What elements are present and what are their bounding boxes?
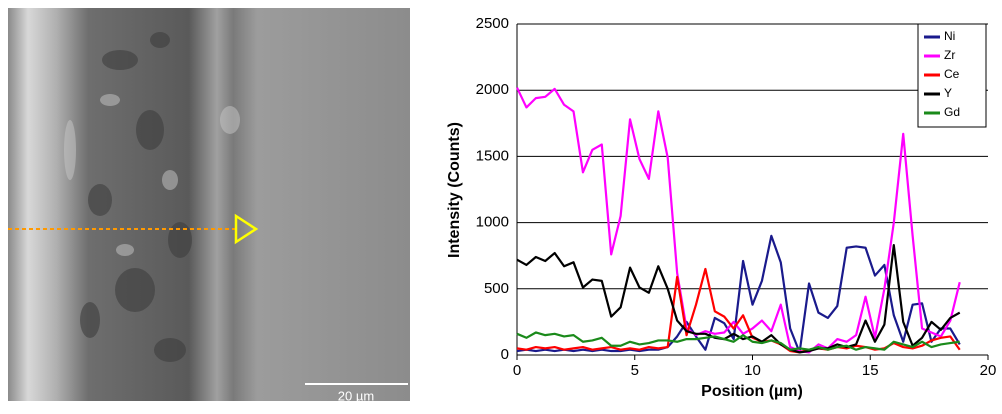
y-axis-title: Intensity (Counts) (446, 122, 463, 258)
x-axis-title: Position (µm) (701, 383, 803, 400)
arrow-head (234, 213, 259, 245)
x-tick-label: 20 (980, 362, 997, 379)
legend-label: Gd (944, 105, 960, 119)
image-background (8, 8, 410, 401)
chart: Position (µm) Intensity (Counts) 0500100… (446, 15, 996, 400)
scale-bar-label: 20 µm (338, 388, 374, 403)
y-tick-label: 0 (501, 346, 509, 363)
series-line (516, 331, 960, 351)
image-highlights (64, 94, 240, 256)
y-tick-label: 1000 (476, 214, 509, 231)
y-tick-label: 2500 (476, 15, 509, 32)
legend-label: Y (944, 86, 952, 100)
y-tick-label: 2000 (476, 81, 509, 98)
series-line (516, 244, 961, 354)
legend-label: Ce (944, 67, 960, 81)
sem-image: 20 µm (8, 8, 410, 403)
legend-label: Zr (944, 48, 955, 62)
y-tick-label: 1500 (476, 147, 509, 164)
legend-label: Ni (944, 29, 955, 43)
x-tick-label: 0 (513, 362, 521, 379)
image-texture (80, 32, 192, 362)
x-tick-label: 15 (862, 362, 879, 379)
series-line (516, 87, 961, 354)
x-tick-label: 10 (744, 362, 761, 379)
y-tick-label: 500 (484, 280, 509, 297)
x-tick-label: 5 (631, 362, 639, 379)
